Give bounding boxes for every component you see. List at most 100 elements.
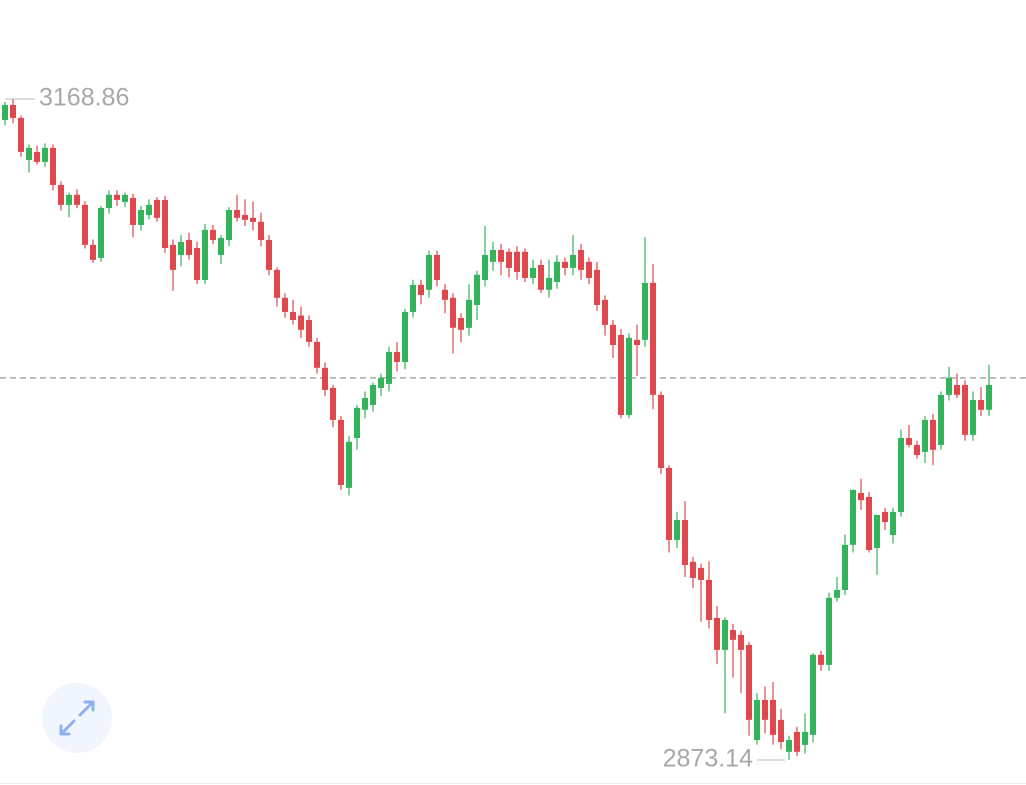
candle-body [10, 104, 16, 118]
candle-body [746, 644, 752, 720]
candle-body [658, 394, 664, 468]
candle-body [498, 250, 504, 262]
candle-body [698, 567, 704, 580]
candle-body [730, 629, 736, 640]
candle-body [690, 561, 696, 578]
candle-body [962, 385, 968, 435]
candle-body [418, 284, 424, 295]
candle-body [858, 492, 864, 501]
candle-body [178, 241, 184, 255]
expand-button-bg[interactable] [42, 683, 112, 753]
candle-body [826, 597, 832, 665]
candle-body [338, 419, 344, 485]
candle-body [618, 334, 624, 415]
candle-body [194, 247, 200, 280]
candle-body [738, 634, 744, 650]
candle-body [282, 297, 288, 312]
candle-body [650, 282, 656, 395]
candle-body [314, 341, 320, 368]
candle-body [850, 489, 856, 545]
candle-body [138, 210, 144, 225]
candle-body [170, 244, 176, 270]
candle-body [898, 437, 904, 512]
candle-body [882, 511, 888, 523]
min-label: 2873.14 [663, 745, 753, 773]
candle-body [18, 117, 24, 152]
candle-body [546, 277, 552, 290]
candle-body [298, 315, 304, 330]
candle-body [266, 239, 272, 270]
candle-body [578, 250, 584, 270]
candle-body [514, 251, 520, 272]
candle-body [794, 731, 800, 752]
candle-body [642, 282, 648, 340]
candle-body [602, 299, 608, 325]
candle-body [682, 520, 688, 565]
candle-body [82, 204, 88, 245]
candle-body [914, 444, 920, 455]
candle-body [986, 385, 992, 410]
candle-body [770, 699, 776, 735]
candle-body [450, 297, 456, 328]
candle-body [162, 199, 168, 248]
candle-body [522, 251, 528, 278]
candle-body [866, 497, 872, 550]
candle-body [754, 699, 760, 740]
candle-body [402, 311, 408, 362]
candle-body [66, 194, 72, 205]
candle-body [386, 351, 392, 384]
candle-body [42, 147, 48, 162]
candle-body [274, 269, 280, 298]
candle-body [362, 397, 368, 410]
candle-body [786, 739, 792, 752]
expand-icon[interactable] [59, 700, 95, 736]
candle-body [258, 221, 264, 240]
candle-body [762, 699, 768, 720]
candle-body [930, 419, 936, 450]
candle-body [410, 284, 416, 312]
candle-body [458, 317, 464, 330]
candle-body [778, 719, 784, 742]
candle-body [506, 251, 512, 268]
candle-body [434, 254, 440, 280]
candle-body [50, 147, 56, 185]
candle-body [674, 520, 680, 540]
candle-body [938, 394, 944, 445]
candle-body [490, 250, 496, 262]
max-label: 3168.86 [39, 84, 129, 112]
candle-body [906, 437, 912, 445]
candle-body [146, 204, 152, 215]
candle-body [466, 299, 472, 328]
candle-body [234, 210, 240, 218]
candle-body [834, 589, 840, 598]
candle-body [58, 184, 64, 205]
candle-body [322, 367, 328, 390]
candle-body [370, 385, 376, 405]
candle-body [802, 731, 808, 745]
candle-body [706, 579, 712, 620]
candle-body [978, 399, 984, 410]
candle-body [26, 147, 32, 160]
candle-body [426, 254, 432, 290]
candle-body [922, 419, 928, 452]
candle-body [594, 269, 600, 305]
candle-body [474, 274, 480, 305]
expand-button[interactable] [42, 683, 112, 753]
candle-body [610, 324, 616, 346]
candle-body [626, 337, 632, 415]
candle-body [242, 214, 248, 220]
candle-body [98, 207, 104, 258]
candle-body [218, 237, 224, 255]
candle-body [378, 377, 384, 388]
candle-body [538, 264, 544, 290]
candle-body [722, 619, 728, 650]
candle-body [90, 244, 96, 260]
candle-body [186, 239, 192, 255]
candle-body [74, 194, 80, 205]
candle-body [482, 254, 488, 280]
candle-body [122, 194, 128, 202]
candle-body [714, 617, 720, 650]
candle-body [442, 289, 448, 300]
